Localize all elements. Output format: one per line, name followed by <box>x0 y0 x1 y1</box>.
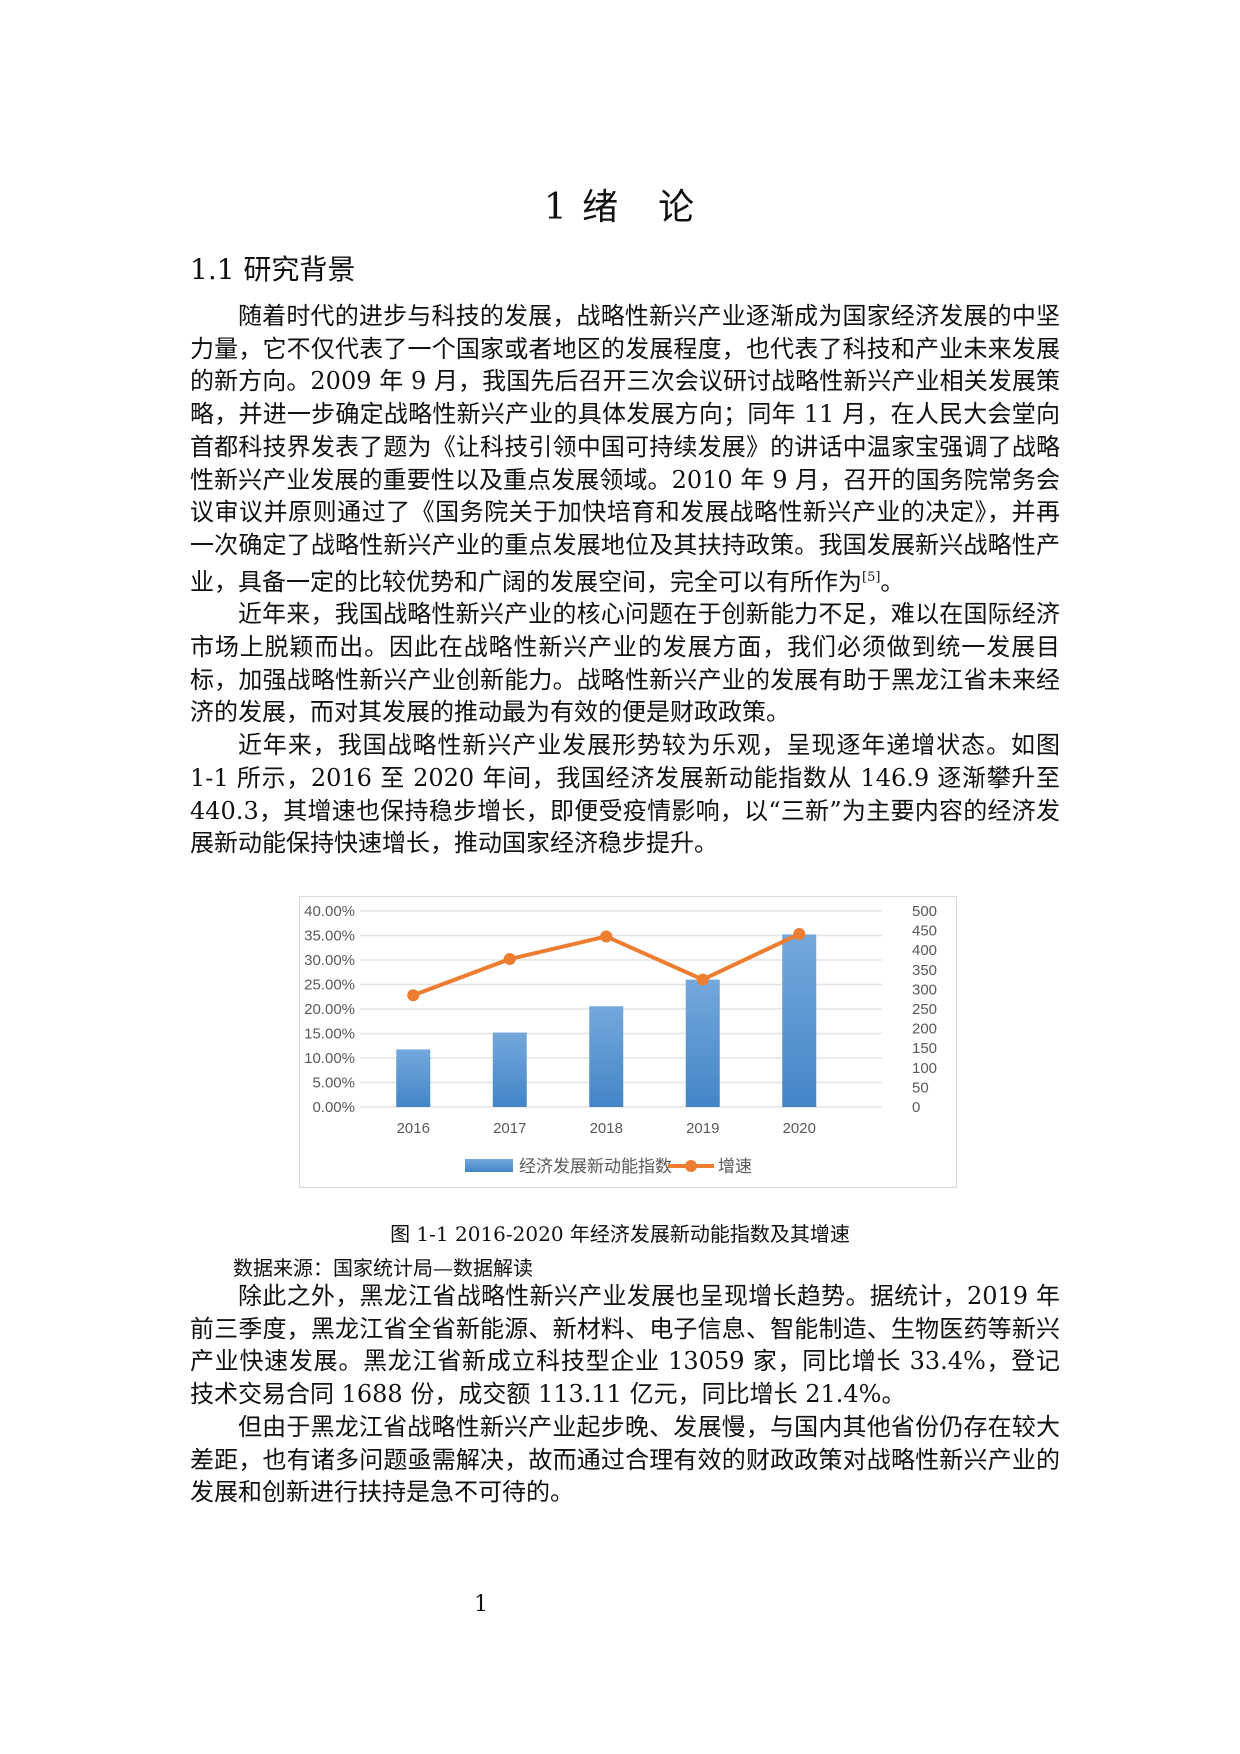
growth-point-2020 <box>793 928 806 941</box>
bar-2019 <box>685 979 720 1107</box>
page-number: 1 <box>474 1592 488 1617</box>
figure-chart: 0.00% 5.00% 10.00% 15.00% 20.00% 25.00% 30.00%… <box>299 896 957 1188</box>
right-tick-label: 100 <box>912 1060 937 1077</box>
right-tick-label: 500 <box>912 903 937 920</box>
legend-line-marker <box>685 1160 697 1172</box>
left-tick-label: 20.00% <box>304 1001 355 1018</box>
left-tick-label: 5.00% <box>312 1075 355 1092</box>
left-tick-label: 30.00% <box>304 952 355 969</box>
x-tick-label: 2019 <box>686 1120 719 1137</box>
growth-line <box>412 932 801 998</box>
paragraph: 随着时代的进步与科技的发展，战略性新兴产业逐渐成为国家经济发展的中坚力量，它不仅… <box>190 302 1060 596</box>
left-tick-label: 40.00% <box>304 903 355 920</box>
figure-caption: 图 1-1 2016-2020 年经济发展新动能指数及其增速 <box>390 1222 850 1246</box>
left-tick-label: 15.00% <box>304 1026 355 1043</box>
growth-point-2019 <box>696 973 709 986</box>
right-tick-label: 350 <box>912 962 937 979</box>
paragraph: 近年来，我国战略性新兴产业的核心问题在于创新能力不足，难以在国际经济市场上脱颖而… <box>190 600 1060 727</box>
legend-label-index: 经济发展新动能指数 <box>519 1157 672 1176</box>
body-after: 除此之外，黑龙江省战略性新兴产业发展也呈现增长趋势。据统计，2019 年前三季度… <box>190 1280 1060 1509</box>
right-tick-label: 200 <box>912 1021 937 1038</box>
x-tick-label: 2020 <box>783 1120 816 1137</box>
paragraph: 除此之外，黑龙江省战略性新兴产业发展也呈现增长趋势。据统计，2019 年前三季度… <box>190 1282 1060 1409</box>
body-before: 随着时代的进步与科技的发展，战略性新兴产业逐渐成为国家经济发展的中坚力量，它不仅… <box>190 300 1060 860</box>
bar-2016 <box>396 1049 431 1107</box>
figure-source: 数据来源：国家统计局—数据解读 <box>233 1256 533 1280</box>
right-tick-label: 250 <box>912 1001 937 1018</box>
bar-2020 <box>782 934 817 1107</box>
right-tick-label: 150 <box>912 1040 937 1057</box>
citation: [5] <box>862 569 881 585</box>
combo-chart: 0.00% 5.00% 10.00% 15.00% 20.00% 25.00% 30.00%… <box>304 903 937 1176</box>
x-tick-label: 2018 <box>590 1120 623 1137</box>
paragraph: 近年来，我国战略性新兴产业发展形势较为乐观，呈现逐年递增状态。如图 1-1 所示… <box>190 731 1060 858</box>
right-tick-label: 450 <box>912 923 937 940</box>
x-tick-label: 2017 <box>493 1120 526 1137</box>
growth-point-2016 <box>407 989 420 1002</box>
right-tick-label: 50 <box>912 1079 929 1096</box>
right-tick-label: 400 <box>912 942 937 959</box>
x-tick-label: 2016 <box>397 1120 430 1137</box>
left-tick-label: 0.00% <box>312 1099 355 1116</box>
section-heading: 1.1 研究背景 <box>190 253 356 286</box>
left-tick-label: 10.00% <box>304 1050 355 1067</box>
bar-2017 <box>492 1032 527 1107</box>
legend-bar-swatch <box>465 1159 513 1172</box>
chapter-title: 1 绪 论 <box>543 187 697 228</box>
growth-point-2017 <box>503 953 516 966</box>
right-tick-label: 0 <box>912 1099 920 1116</box>
right-tick-label: 300 <box>912 981 937 998</box>
left-tick-label: 25.00% <box>304 977 355 994</box>
paragraph: 但由于黑龙江省战略性新兴产业起步晚、发展慢，与国内其他省份仍存在较大差距，也有诸… <box>190 1412 1060 1507</box>
left-tick-label: 35.00% <box>304 928 355 945</box>
legend-label-growth: 增速 <box>718 1157 752 1176</box>
growth-point-2018 <box>600 930 613 943</box>
bar-2018 <box>589 1006 624 1107</box>
